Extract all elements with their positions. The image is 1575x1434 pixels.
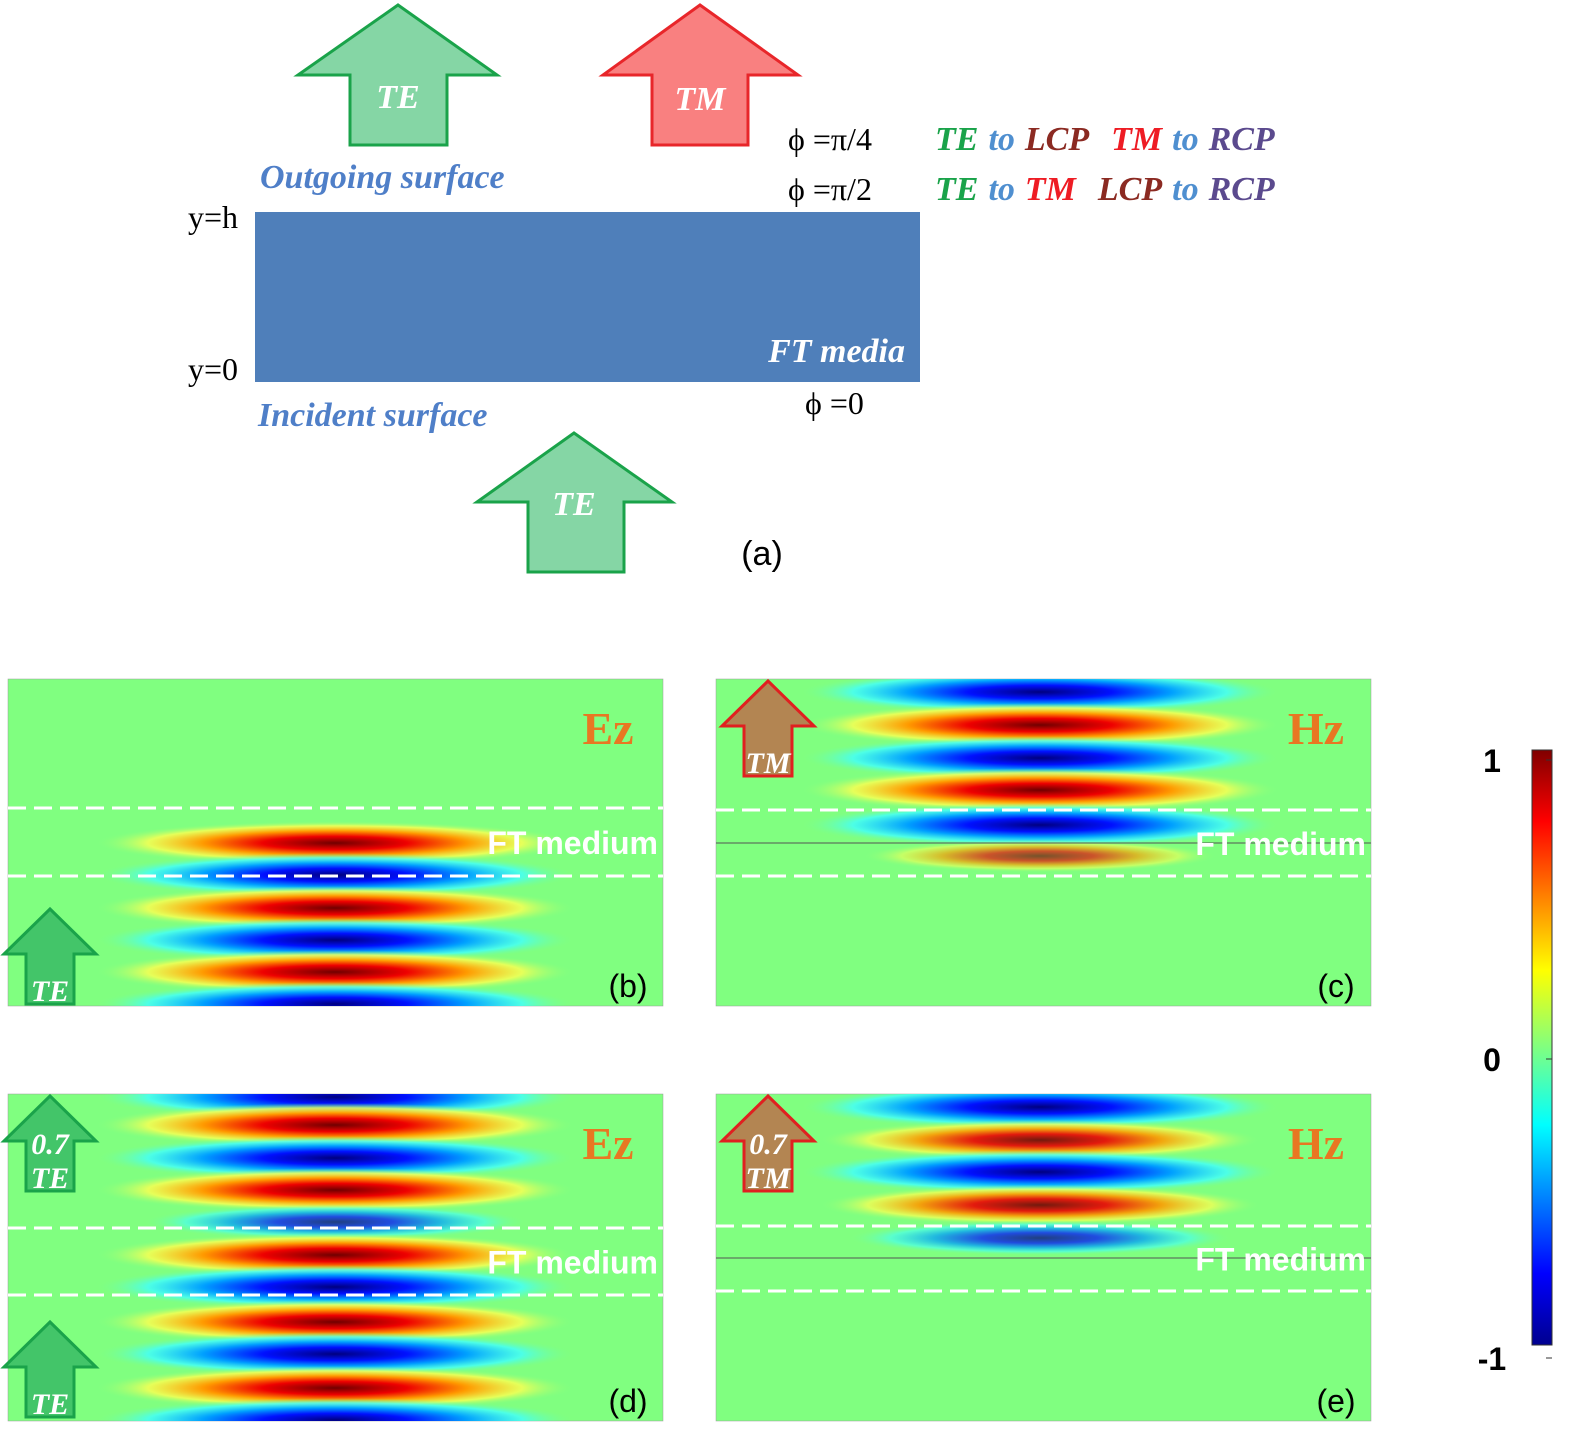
- conversion-word: to: [1172, 171, 1198, 208]
- field-lobe: [95, 918, 575, 962]
- phi-label: ϕ =0: [805, 385, 864, 421]
- field-name: Ez: [582, 1118, 633, 1169]
- incident-label: Incident surface: [257, 397, 488, 434]
- panel-label: (c): [1317, 968, 1354, 1004]
- arrow-label: TE: [31, 975, 69, 1008]
- arrow: [293, 3, 502, 147]
- field-name: Ez: [582, 703, 633, 754]
- field-lobe: [800, 803, 1280, 847]
- ft-media: [255, 212, 920, 382]
- conversion: TE to TM LCP to RCP: [935, 171, 1275, 208]
- medium-label: FT medium: [487, 1245, 658, 1281]
- arrow: [598, 3, 803, 147]
- field-panel: Ez FT medium (b) TE: [0, 678, 664, 1008]
- field-lobe: [95, 1168, 575, 1212]
- conversion-word: TE: [935, 121, 978, 158]
- field-lobe: [95, 982, 575, 1006]
- field-lobe: [95, 1265, 575, 1309]
- medium-label: FT medium: [1195, 1242, 1366, 1278]
- conversion-word: to: [988, 171, 1014, 208]
- field-lobe: [800, 736, 1280, 780]
- arrow-label: TE: [552, 486, 595, 523]
- phi-label: ϕ =π/2: [788, 171, 872, 207]
- media-label: FT media: [767, 333, 905, 370]
- field-lobe: [143, 1204, 527, 1240]
- y-label: y=0: [188, 351, 238, 387]
- conversion-word: RCP: [1208, 171, 1275, 208]
- conversion-word: LCP: [1097, 171, 1162, 208]
- colorbar-tick-label: -1: [1478, 1341, 1506, 1377]
- arrow-label: 0.7: [31, 1128, 70, 1161]
- arrow: [472, 431, 677, 574]
- field-lobe: [800, 768, 1280, 812]
- field-lobe: [95, 1332, 575, 1376]
- field-lobe: [800, 703, 1280, 747]
- colorbar-tick-label: 0: [1483, 1042, 1501, 1078]
- medium-label: FT medium: [1195, 826, 1366, 862]
- field-lobe: [800, 1094, 1280, 1129]
- field-lobe: [819, 1184, 1261, 1226]
- field-lobe: [95, 886, 575, 930]
- arrow: [718, 1093, 818, 1193]
- field-name: Hz: [1288, 1118, 1344, 1169]
- arrow-label: TM: [746, 747, 792, 780]
- arrow-label: TM: [746, 1162, 792, 1195]
- medium-label: FT medium: [487, 825, 658, 861]
- conversion-word: TE: [935, 171, 978, 208]
- field-lobe: [95, 821, 575, 865]
- colorbar: 1 0 -1: [1478, 743, 1553, 1377]
- conversion-word: TM: [1111, 121, 1164, 158]
- panel-label: (a): [741, 535, 783, 573]
- field-lobe: [95, 1103, 575, 1147]
- conversion-word: RCP: [1208, 121, 1275, 158]
- panel-label: (b): [608, 968, 647, 1004]
- field-lobe: [800, 679, 1280, 714]
- field-panel: Hz FT medium (e) 0.7TM: [715, 1093, 1372, 1422]
- arrow: [0, 906, 100, 1006]
- field-lobe: [848, 1220, 1232, 1256]
- arrow: [0, 1093, 100, 1193]
- conversion-word: to: [1172, 121, 1198, 158]
- panel-label: (e): [1316, 1383, 1355, 1419]
- field-lobe: [95, 1136, 575, 1180]
- arrow-label: TM: [675, 81, 728, 118]
- phi-label: ϕ =π/4: [788, 121, 872, 157]
- field-lobe: [95, 1398, 575, 1421]
- field-lobe: [800, 1150, 1280, 1194]
- outgoing-label: Outgoing surface: [260, 159, 505, 196]
- field-name: Hz: [1288, 703, 1344, 754]
- conversion: TE to LCP TM to RCP: [935, 121, 1275, 158]
- field-lobe: [95, 1300, 575, 1344]
- field-pattern: [800, 679, 1280, 873]
- conversion-word: to: [988, 121, 1014, 158]
- field-pattern: [95, 821, 575, 1006]
- field-lobe: [95, 1233, 575, 1277]
- field-pattern: [800, 1094, 1280, 1256]
- conversion-word: TM: [1025, 171, 1078, 208]
- arrow-label: TE: [31, 1388, 69, 1421]
- field-lobe: [819, 1119, 1261, 1161]
- arrow-label: TE: [376, 79, 419, 116]
- field-panel: Hz FT medium (c) TM: [715, 678, 1372, 1007]
- arrow: [718, 678, 818, 778]
- panel-a: TE TM TE Outgoing surface Incident surfa…: [188, 3, 1275, 574]
- arrow: [0, 1319, 100, 1419]
- arrow-label: TE: [31, 1162, 69, 1195]
- colorbar-tick-label: 1: [1483, 743, 1501, 779]
- field-lobe: [95, 1366, 575, 1410]
- field-lobe: [862, 839, 1218, 873]
- field-pattern: [95, 1094, 575, 1421]
- arrow-label: 0.7: [749, 1128, 788, 1161]
- colorbar-scale: [1531, 749, 1553, 1346]
- field-lobe: [95, 950, 575, 994]
- conversion-word: LCP: [1024, 121, 1089, 158]
- panel-label: (d): [608, 1383, 647, 1419]
- y-label: y=h: [188, 199, 238, 235]
